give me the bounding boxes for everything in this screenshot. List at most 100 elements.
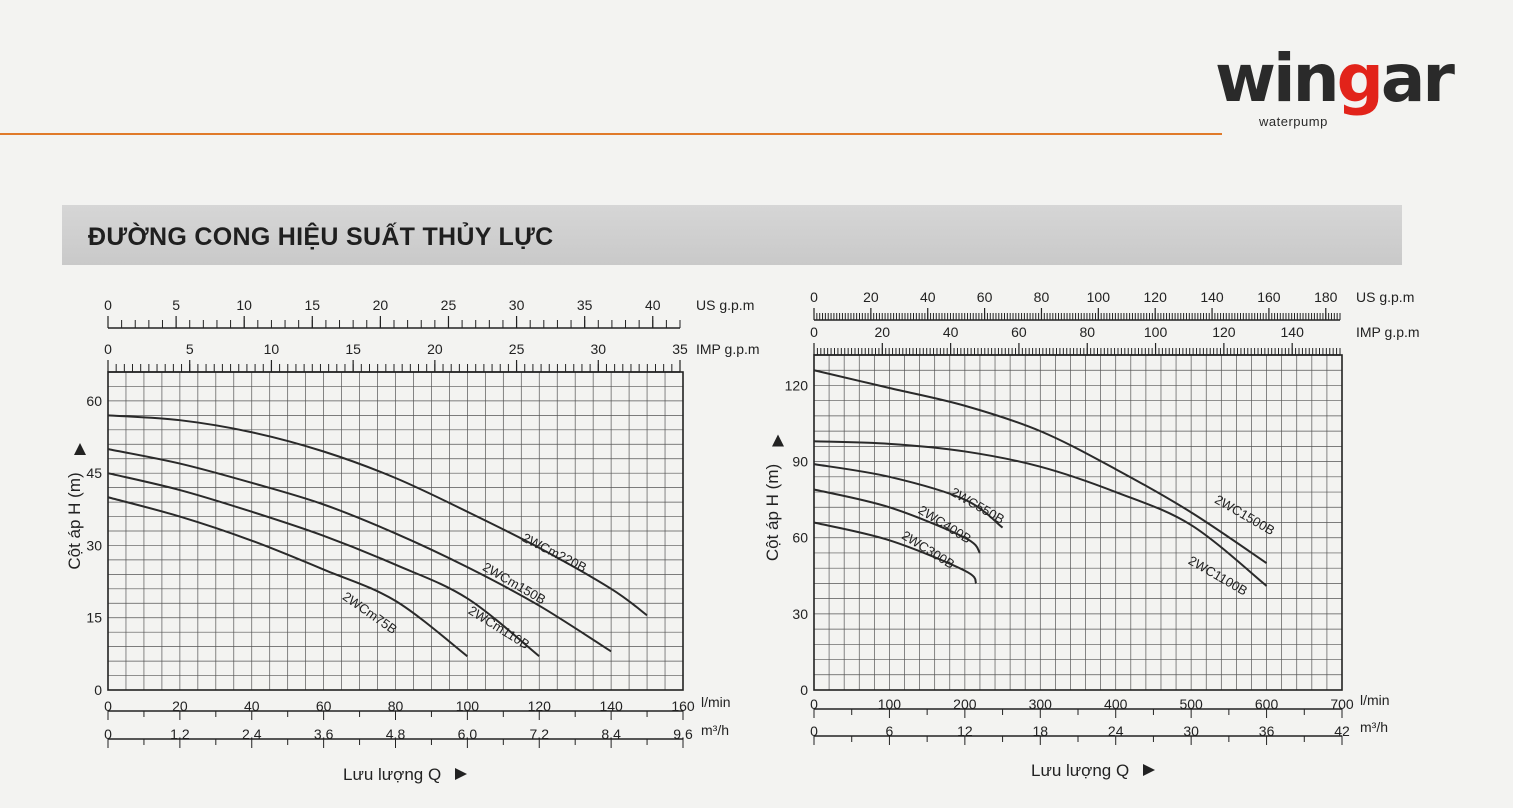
lmin-axis-unit: l/min bbox=[701, 694, 731, 710]
y-tick-label: 60 bbox=[792, 530, 808, 546]
us-axis-unit: US g.p.m bbox=[696, 297, 754, 313]
lmin-axis: 0 20 40 60 80 100 120 140 160 l/min bbox=[104, 694, 731, 720]
x-axis-arrow-icon bbox=[455, 768, 467, 780]
bottom-tick-label: 24 bbox=[1108, 723, 1124, 739]
m3h-axis-unit: m³/h bbox=[1360, 719, 1388, 735]
top-tick-label: 60 bbox=[977, 289, 993, 305]
m3h-axis: 0 1.2 2.4 3.6 4.8 6.0 7.2 8.4 9.6 m³/h bbox=[104, 722, 729, 748]
top-tick-label: 120 bbox=[1144, 289, 1168, 305]
curve-2WC400B bbox=[813, 488, 981, 554]
bottom-tick-label: 600 bbox=[1255, 696, 1279, 712]
bottom-tick-label: 140 bbox=[599, 698, 623, 714]
top-tick-label: 100 bbox=[1144, 324, 1168, 340]
y-axis-label: Cột áp H (m) bbox=[763, 464, 782, 561]
bottom-tick-label: 2.4 bbox=[242, 726, 262, 742]
m3h-axis: 0 6 12 18 24 30 36 42 m³/h bbox=[810, 719, 1388, 745]
top-tick-label: 5 bbox=[186, 341, 194, 357]
bottom-tick-label: 4.8 bbox=[386, 726, 406, 742]
bottom-tick-label: 42 bbox=[1334, 723, 1350, 739]
brand-name-end: ar bbox=[1380, 40, 1455, 117]
bottom-tick-label: 700 bbox=[1330, 696, 1354, 712]
x-axis-label: Lưu lượng Q bbox=[343, 765, 441, 784]
top-tick-label: 140 bbox=[1200, 289, 1224, 305]
top-tick-label: 35 bbox=[672, 341, 688, 357]
bottom-tick-label: 40 bbox=[244, 698, 260, 714]
bottom-tick-label: 0 bbox=[810, 696, 818, 712]
brand-logo: wingar waterpump bbox=[1215, 46, 1485, 137]
brand-wordmark: wingar bbox=[1215, 46, 1455, 112]
top-tick-label: 160 bbox=[1257, 289, 1281, 305]
top-tick-label: 0 bbox=[810, 324, 818, 340]
grid bbox=[108, 372, 683, 690]
x-axis-label: Lưu lượng Q bbox=[1031, 761, 1129, 780]
y-axis-arrow-icon bbox=[74, 443, 86, 455]
bottom-tick-label: 100 bbox=[878, 696, 902, 712]
curve-label-2WC550B: 2WC550B bbox=[948, 484, 1007, 527]
top-tick-label: 20 bbox=[373, 297, 389, 313]
curve-label-2WCm110B: 2WCm110B bbox=[466, 603, 533, 652]
curve-label-2WC1100B: 2WC1100B bbox=[1186, 553, 1250, 599]
bottom-tick-label: 30 bbox=[1183, 723, 1199, 739]
top-tick-label: 10 bbox=[264, 341, 280, 357]
lmin-axis-unit: l/min bbox=[1360, 692, 1390, 708]
top-tick-label: 60 bbox=[1011, 324, 1027, 340]
bottom-tick-label: 0 bbox=[104, 726, 112, 742]
curve-label-2WCm150B: 2WCm150B bbox=[480, 559, 548, 607]
bottom-tick-label: 120 bbox=[528, 698, 552, 714]
bottom-tick-label: 9.6 bbox=[673, 726, 693, 742]
bottom-tick-label: 0 bbox=[810, 723, 818, 739]
top-tick-label: 15 bbox=[304, 297, 320, 313]
curve-2WCm220B bbox=[107, 414, 648, 617]
top-tick-label: 100 bbox=[1087, 289, 1111, 305]
top-tick-label: 25 bbox=[441, 297, 457, 313]
top-tick-label: 40 bbox=[645, 297, 661, 313]
top-tick-label: 15 bbox=[345, 341, 361, 357]
x-axis-arrow-icon bbox=[1143, 764, 1155, 776]
top-tick-label: 0 bbox=[104, 297, 112, 313]
bottom-tick-label: 3.6 bbox=[314, 726, 334, 742]
imp-axis-unit: IMP g.p.m bbox=[696, 341, 760, 357]
bottom-tick-label: 12 bbox=[957, 723, 973, 739]
curve-2WCm150B bbox=[107, 448, 612, 653]
top-tick-label: 25 bbox=[509, 341, 525, 357]
bottom-tick-label: 300 bbox=[1029, 696, 1053, 712]
brand-name-g: g bbox=[1336, 40, 1384, 117]
top-tick-label: 140 bbox=[1281, 324, 1305, 340]
accent-rule bbox=[0, 133, 1222, 135]
bottom-tick-label: 1.2 bbox=[170, 726, 190, 742]
us-axis: 0 5 10 15 20 25 30 35 40 US g.p.m bbox=[104, 297, 754, 329]
y-tick-label: 0 bbox=[800, 682, 808, 698]
top-tick-label: 0 bbox=[104, 341, 112, 357]
curve-2WCm110B bbox=[107, 472, 540, 658]
y-tick-label: 120 bbox=[785, 377, 809, 393]
top-tick-label: 80 bbox=[1079, 324, 1095, 340]
bottom-tick-label: 160 bbox=[671, 698, 695, 714]
imp-axis: 0 20 40 60 80 100 120 140 IMP g.p.m bbox=[810, 324, 1420, 356]
curve-2WC550B bbox=[813, 463, 1004, 529]
bottom-tick-label: 80 bbox=[388, 698, 404, 714]
grid bbox=[814, 355, 1342, 690]
bottom-tick-label: 400 bbox=[1104, 696, 1128, 712]
bottom-tick-label: 8.4 bbox=[601, 726, 621, 742]
lmin-axis: 0 100 200 300 400 500 600 700 l/min bbox=[810, 692, 1390, 718]
top-tick-label: 0 bbox=[810, 289, 818, 305]
section-title: ĐƯỜNG CONG HIỆU SUẤT THỦY LỰC bbox=[88, 223, 554, 251]
curve-2WCm75B bbox=[107, 496, 468, 658]
top-tick-label: 10 bbox=[236, 297, 252, 313]
bottom-tick-label: 6.0 bbox=[458, 726, 478, 742]
curve-label-2WCm75B: 2WCm75B bbox=[340, 589, 400, 637]
imp-axis: 0 5 10 15 20 25 30 35 IMP g.p.m bbox=[104, 341, 760, 373]
top-tick-label: 20 bbox=[863, 289, 879, 305]
brand-tagline: waterpump bbox=[1259, 114, 1328, 129]
brand-name-start: win bbox=[1215, 40, 1340, 117]
y-axis-label: Cột áp H (m) bbox=[65, 472, 84, 569]
curve-2WC1500B bbox=[813, 369, 1268, 564]
curve-2WC300B bbox=[813, 521, 978, 585]
y-tick-label: 45 bbox=[86, 465, 102, 481]
y-tick-label: 15 bbox=[86, 610, 102, 626]
top-tick-label: 180 bbox=[1314, 289, 1338, 305]
y-tick-label: 0 bbox=[94, 682, 102, 698]
top-tick-label: 20 bbox=[427, 341, 443, 357]
y-tick-label: 30 bbox=[792, 606, 808, 622]
